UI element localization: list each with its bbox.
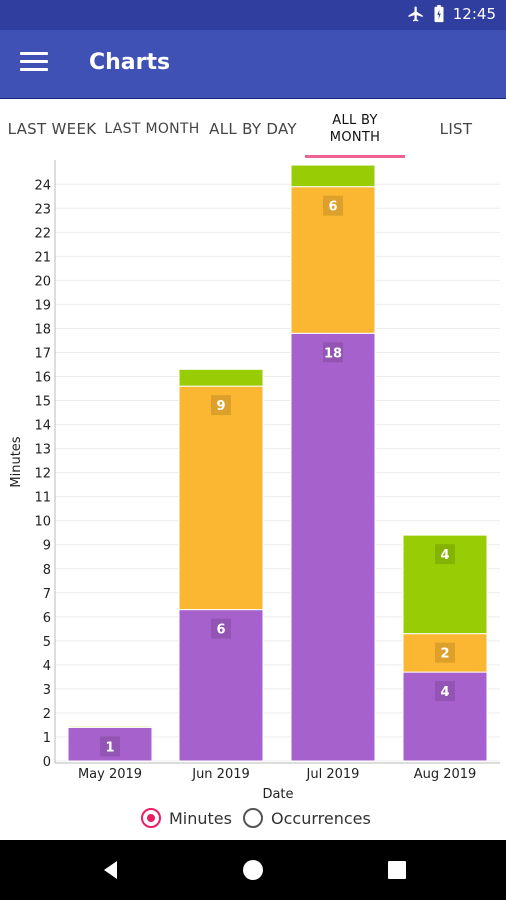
y-tick-label: 24 (34, 178, 51, 193)
data-label: 1 (105, 740, 114, 755)
y-tick-label: 4 (43, 659, 51, 674)
data-label-bg (435, 642, 455, 663)
tab-all-by-day[interactable]: ALL BY DAY (209, 120, 297, 138)
recents-icon[interactable] (385, 858, 409, 882)
bar-segment[interactable] (402, 534, 488, 635)
minutes-label: Minutes (169, 808, 232, 828)
data-label: 9 (216, 399, 225, 414)
bar-segment[interactable] (290, 164, 376, 188)
back-icon[interactable] (99, 858, 123, 882)
legend: Minutes Occurrences (0, 808, 506, 838)
bar-segment[interactable] (178, 609, 264, 762)
y-tick-label: 6 (43, 611, 51, 626)
data-label-bg (211, 618, 231, 639)
y-tick-label: 15 (34, 395, 51, 410)
home-icon[interactable] (241, 858, 265, 882)
bar-segment[interactable] (402, 633, 488, 673)
app-bar: Charts (0, 30, 506, 98)
y-tick-label: 5 (43, 635, 51, 650)
bar-segment[interactable] (290, 186, 376, 334)
y-tick-label: 11 (34, 491, 51, 506)
y-tick-label: 0 (43, 755, 51, 770)
tab-last-month[interactable]: LAST MONTH (104, 121, 200, 137)
occurrences-option[interactable]: Occurrences (243, 808, 371, 828)
y-tick-label: 7 (43, 587, 51, 602)
stacked-bar-chart: 0 1 2 3 4 5 6 7 8 9 10 11 12 13 14 15 16 17 18 19 20 21 22 23 24… (0, 160, 506, 805)
y-tick-label: 21 (34, 250, 51, 265)
data-label: 4 (440, 685, 449, 700)
x-axis-label: Date (262, 787, 293, 802)
y-axis-label: Minutes (9, 436, 24, 487)
bar-segment[interactable] (178, 385, 264, 611)
occurrences-label: Occurrences (271, 808, 371, 828)
y-tick-label: 10 (34, 515, 51, 530)
navigation-bar (0, 840, 506, 900)
bar-segment[interactable] (178, 368, 264, 387)
y-tick-label: 8 (43, 563, 51, 578)
tab-list[interactable]: LIST (439, 120, 473, 138)
data-label-bg (211, 395, 231, 416)
x-tick-label: Jun 2019 (191, 767, 250, 782)
y-tick-label: 20 (34, 274, 51, 289)
x-tick-label: Jul 2019 (306, 767, 360, 782)
x-tick-label: Aug 2019 (414, 767, 477, 782)
data-label: 18 (324, 346, 342, 361)
y-tick-label: 1 (43, 731, 51, 746)
y-tick-label: 2 (43, 707, 51, 722)
data-label-bg (100, 736, 120, 757)
data-label-bg (435, 681, 455, 702)
minutes-radio[interactable] (141, 808, 161, 828)
bar-segment[interactable] (67, 726, 153, 762)
tab-last-week[interactable]: LAST WEEK (7, 120, 97, 138)
bar-segment[interactable] (67, 725, 153, 728)
y-tick-label: 17 (34, 346, 51, 361)
menu-icon[interactable] (20, 52, 48, 76)
tab-bar: LAST WEEK LAST MONTH ALL BY DAY ALL BY M… (0, 98, 506, 161)
status-bar: 12:45 (0, 0, 506, 30)
data-label: 2 (440, 647, 449, 662)
occurrences-radio[interactable] (243, 808, 263, 828)
y-tick-label: 9 (43, 539, 51, 554)
y-tick-label: 18 (34, 322, 51, 337)
tab-all-by-month[interactable]: ALL BY MONTH (329, 113, 381, 145)
minutes-option[interactable]: Minutes (141, 808, 232, 828)
data-label: 6 (328, 200, 337, 215)
y-tick-label: 16 (34, 371, 51, 386)
airplane-icon (407, 5, 425, 23)
y-tick-label: 12 (34, 467, 51, 482)
tab-indicator (305, 155, 405, 158)
y-tick-label: 3 (43, 683, 51, 698)
bar-segment[interactable] (290, 332, 376, 762)
y-tick-label: 22 (34, 226, 51, 241)
data-label-bg (435, 544, 455, 565)
data-label-bg (323, 342, 343, 363)
data-label-bg (323, 195, 343, 216)
page-title: Charts (89, 50, 171, 75)
status-time: 12:45 (452, 5, 496, 23)
y-tick-label: 14 (34, 419, 51, 434)
bar-segment[interactable] (402, 671, 488, 762)
x-tick-label: May 2019 (78, 767, 142, 782)
battery-icon (433, 5, 445, 23)
y-tick-label: 13 (34, 443, 51, 458)
y-tick-label: 23 (34, 202, 51, 217)
y-tick-label: 19 (34, 298, 51, 313)
data-label: 4 (440, 548, 449, 563)
data-label: 6 (216, 623, 225, 638)
